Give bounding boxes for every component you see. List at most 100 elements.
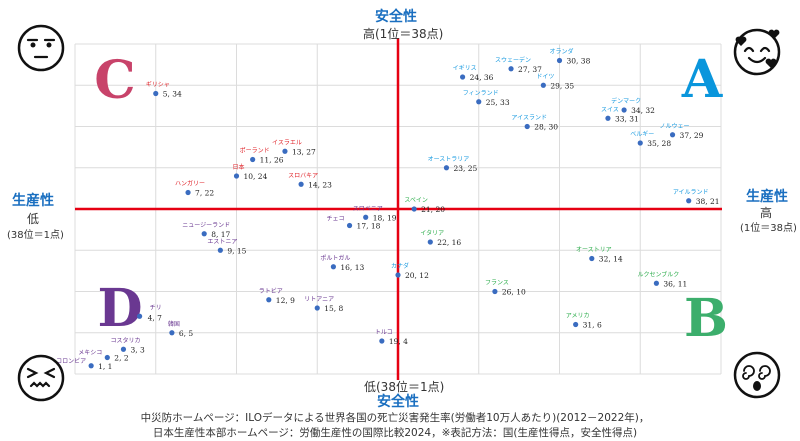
data-point [556,57,563,64]
score-label: 9, 15 [227,246,246,255]
score-label: 11, 26 [260,156,284,165]
data-point [346,222,353,229]
data-point [686,198,692,204]
score-label: 35, 28 [647,139,671,148]
spiral-eye [758,365,771,380]
data-point [605,115,611,121]
data-point [250,156,256,163]
data-point [314,305,320,311]
quadrant-letter-a: A [681,49,723,110]
data-point [637,140,643,146]
score-label: 18, 19 [373,213,397,222]
eyes [743,46,771,53]
score-label: 24, 36 [470,73,494,82]
score-label: 10, 24 [244,172,268,181]
score-label: 12, 9 [276,296,295,305]
country-label: オーストラリア [428,156,470,163]
score-label: 26, 10 [502,288,526,297]
data-point [669,132,676,138]
country-label: ベルギー [630,131,654,138]
data-point [104,354,110,361]
mouth [747,56,767,64]
data-point [120,346,127,352]
data-point [476,99,482,105]
score-label: 4, 7 [148,313,163,322]
country-label: コスタリカ [110,336,140,344]
country-label: オランダ [549,48,573,56]
score-label: 3, 3 [130,345,145,354]
country-label: 日本 [232,163,244,171]
data-point [427,239,433,245]
confounded-face-icon [17,354,65,402]
country-label: デンマーク [611,97,641,105]
score-label: 31, 6 [583,321,602,330]
data-point [233,173,240,179]
mouth [753,381,761,391]
country-label: エストニア [207,238,237,245]
country-label: ノルウェー [660,122,690,130]
data-point-group: チェコ 17, 18 [327,216,381,231]
spiral-eye [742,365,755,380]
country-label: チェコ [327,216,345,223]
country-label: チリ [150,304,162,311]
country-label: 韓国 [168,320,180,328]
score-label: 37, 29 [680,131,704,140]
data-point [653,280,660,286]
data-point [137,313,143,319]
data-point [88,363,94,369]
bottom-axis-title: 安全性 [377,394,419,410]
face-outline [17,354,65,402]
country-label: オーストリア [576,247,612,254]
eyes [26,367,56,379]
score-label: 30, 38 [567,57,591,66]
score-label: 20, 12 [405,271,429,280]
data-point-group: メキシコ 2, 2 [78,350,129,363]
score-label: 27, 37 [518,65,542,74]
country-label: ドイツ [536,73,554,80]
right-axis-sub: (1位＝38点) [740,223,797,234]
country-label: アイルランド [673,189,709,196]
right-axis-high: 高 [760,206,773,220]
data-point [169,330,175,336]
bottom-axis-sub: 低(38位＝1点) [364,380,445,394]
face-outline [17,24,65,72]
left-axis-low: 低 [27,212,40,226]
score-label: 33, 31 [615,114,639,123]
quadrant-letter-c: C [94,50,135,111]
country-label: フランス [485,280,509,287]
heart [765,58,777,68]
country-label: スペイン [404,197,428,204]
country-label: ラトビア [259,287,283,295]
top-axis-title: 安全性 [375,9,417,25]
data-point-group: 韓国6, 5 [168,320,194,338]
score-label: 1, 1 [98,362,112,371]
score-label: 5, 34 [163,90,182,99]
score-label: 34, 32 [631,106,655,115]
country-label: ギリシャ [146,82,170,89]
country-label: ポルトガル [320,254,350,262]
country-label: イタリア [420,229,444,237]
score-label: 17, 18 [357,222,381,231]
score-label: 25, 33 [486,98,510,107]
score-label: 15, 8 [324,304,343,313]
score-label: 23, 25 [453,164,477,173]
